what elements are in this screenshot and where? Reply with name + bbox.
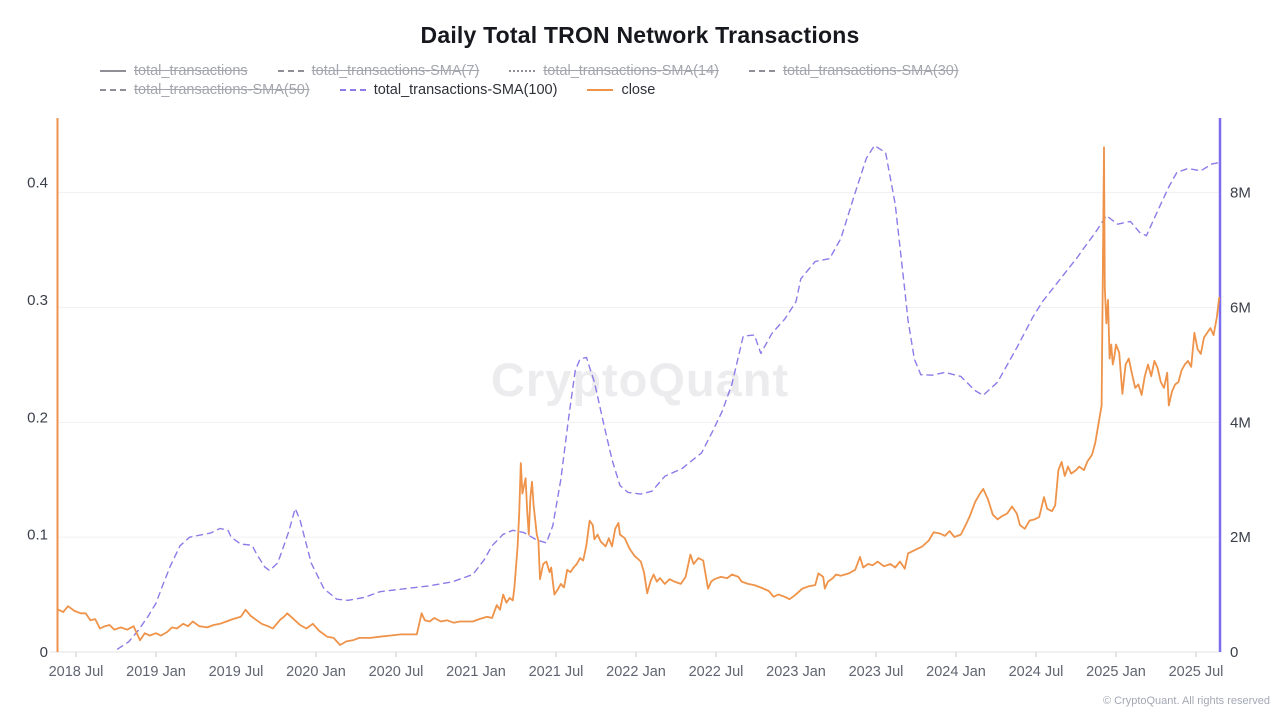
dashed-line-icon [100,89,126,91]
x-tick-label: 2025 Jan [1086,664,1146,680]
x-tick-label: 2023 Jul [849,664,904,680]
x-tick-label: 2018 Jul [49,664,104,680]
legend-item-total_transactions-SMA(30)[interactable]: total_transactions-SMA(30) [748,63,959,79]
y-left-tick-label: 0.1 [27,527,48,544]
y-right-tick-label: 4M [1230,414,1251,431]
y-left-tick-label: 0.3 [27,292,48,309]
dashed-line-icon [748,70,775,72]
page-title: Daily Total TRON Network Transactions [420,22,860,48]
y-left-tick-label: 0.2 [27,409,48,426]
y-left-tick-label: 0 [40,644,48,661]
solid-line-icon [587,89,614,91]
close-line [57,146,1221,646]
total_transactions-SMA(100)-line [116,144,1220,650]
copyright-text: © CryptoQuant. All rights reserved [1102,695,1270,707]
x-tick-label: 2021 Jul [529,664,584,680]
x-tick-label: 2019 Jan [126,664,186,680]
x-tick-label: 2021 Jan [446,664,506,680]
y-right-tick-label: 8M [1230,185,1251,202]
x-tick-label: 2024 Jan [926,664,986,680]
dashed-line-icon [277,70,304,72]
y-left-tick-label: 0.4 [27,175,48,192]
x-tick-label: 2023 Jan [766,664,826,680]
legend-item-total_transactions-SMA(100)[interactable]: total_transactions-SMA(100) [339,82,558,98]
legend-item-total_transactions-SMA(7)[interactable]: total_transactions-SMA(7) [277,63,480,79]
legend-item-total_transactions[interactable]: total_transactions [100,63,248,79]
legend-label: total_transactions [134,63,248,79]
dashed-line-icon [509,70,536,72]
dashed-line-icon [339,89,366,91]
y-right-tick-label: 2M [1230,529,1251,546]
legend-label: close [621,82,656,98]
legend-label: total_transactions-SMA(50) [134,82,310,98]
legend-label: total_transactions-SMA(7) [311,63,480,79]
legend-item-total_transactions-SMA(50)[interactable]: total_transactions-SMA(50) [100,82,310,98]
y-right-tick-label: 0 [1230,644,1238,661]
legend-label: total_transactions-SMA(14) [543,63,719,79]
chart-legend: total_transactions total_transactions-SMA… [100,63,1196,98]
x-tick-label: 2022 Jul [689,664,744,680]
x-tick-label: 2022 Jan [606,664,666,680]
legend-label: total_transactions-SMA(100) [373,82,558,98]
x-tick-label: 2020 Jul [369,664,424,680]
y-right-tick-label: 6M [1230,299,1251,316]
x-tick-label: 2024 Jul [1009,664,1064,680]
x-tick-label: 2020 Jan [286,664,346,680]
x-tick-label: 2025 Jul [1169,664,1224,680]
legend-item-close[interactable]: close [587,82,655,98]
legend-label: total_transactions-SMA(30) [782,63,959,79]
solid-line-icon [100,70,126,72]
cryptoquant-watermark: CryptoQuant [490,353,790,406]
legend-item-total_transactions-SMA(14)[interactable]: total_transactions-SMA(14) [509,63,719,79]
x-tick-label: 2019 Jul [209,664,264,680]
